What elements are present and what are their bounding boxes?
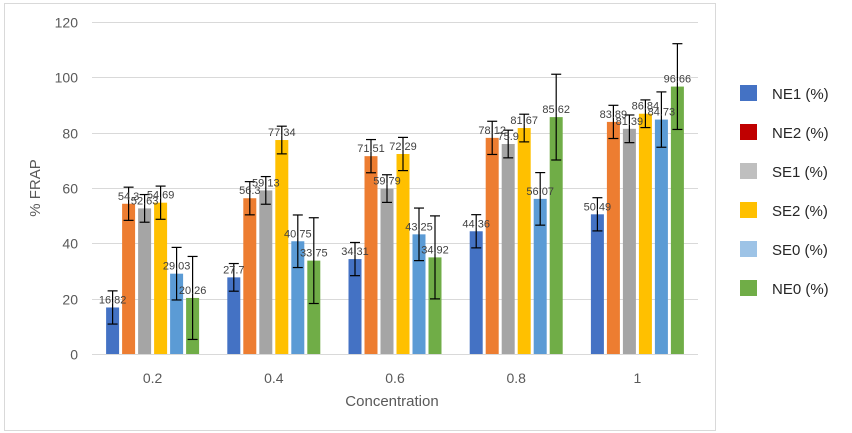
bar: [517, 128, 531, 354]
data-label: 50.49: [584, 201, 612, 213]
data-label: 96.66: [664, 74, 692, 86]
legend-item: NE0 (%): [740, 280, 829, 298]
y-tick-label: 0: [70, 347, 78, 363]
x-tick-label: 0.6: [385, 370, 405, 386]
data-label: 72.29: [389, 141, 417, 153]
bar: [622, 128, 636, 354]
bar: [291, 241, 305, 354]
data-label: 54.69: [147, 190, 175, 202]
bar: [485, 137, 499, 354]
data-label: 16.82: [99, 294, 127, 306]
data-label: 44.36: [462, 218, 490, 230]
data-label: 27.7: [223, 264, 244, 276]
y-axis-title: % FRAP: [27, 159, 44, 217]
y-tick-label: 120: [55, 15, 79, 31]
bar: [106, 307, 120, 354]
bar: [275, 140, 289, 354]
x-axis-ticks: 0.2 0.4 0.6 0.8 1: [143, 370, 642, 386]
y-axis-ticks: 0 20 40 60 80 100 120: [55, 15, 79, 363]
data-label: 43.25: [405, 221, 433, 233]
data-label: 34.31: [341, 246, 369, 258]
bar: [364, 156, 378, 354]
y-tick-label: 80: [62, 126, 78, 142]
bar: [396, 153, 410, 354]
bar: [380, 188, 394, 354]
bar: [227, 277, 241, 354]
bar: [606, 121, 620, 355]
x-tick-label: 0.4: [264, 370, 284, 386]
bar: [469, 231, 483, 354]
legend-item: SE0 (%): [740, 241, 828, 259]
data-label: 56.3: [239, 185, 260, 197]
data-label: 83.89: [600, 109, 628, 121]
data-label: 54.3: [118, 191, 139, 203]
legend-item: NE2 (%): [740, 124, 829, 142]
bar: [549, 117, 563, 354]
legend-label: NE2 (%): [772, 125, 829, 142]
bar: [154, 202, 168, 354]
y-tick-label: 60: [62, 181, 78, 197]
x-tick-label: 0.2: [143, 370, 163, 386]
bar: [638, 113, 652, 354]
bar: [654, 119, 668, 355]
data-label: 71.51: [357, 143, 385, 155]
y-tick-label: 20: [62, 292, 78, 308]
legend-label: SE1 (%): [772, 164, 828, 181]
data-label: 59.13: [252, 177, 280, 189]
data-label: 81.67: [510, 115, 538, 127]
data-label: 56.07: [526, 186, 554, 198]
legend-swatch: [740, 85, 757, 101]
legend-swatch: [740, 280, 757, 296]
bar: [243, 198, 257, 354]
legend-swatch: [740, 202, 757, 218]
data-label: 52.63: [131, 195, 159, 207]
data-label: 20.26: [179, 285, 207, 297]
data-label: 75.9: [497, 131, 518, 143]
legend-item: SE2 (%): [740, 202, 828, 220]
x-tick-label: 1: [634, 370, 642, 386]
bar: [259, 190, 273, 354]
data-label: 84.73: [648, 107, 676, 119]
x-tick-label: 0.8: [506, 370, 526, 386]
bar: [533, 198, 547, 354]
bar: [122, 203, 136, 354]
data-label: 77.34: [268, 127, 296, 139]
legend-label: NE0 (%): [772, 281, 829, 298]
data-label: 29.03: [163, 261, 191, 273]
error-bars: [107, 43, 683, 341]
x-axis-title: Concentration: [345, 393, 438, 410]
bar: [590, 214, 604, 354]
legend-swatch: [740, 124, 757, 140]
data-label: 85.62: [542, 104, 570, 116]
y-tick-label: 100: [55, 70, 79, 86]
legend-label: SE2 (%): [772, 203, 828, 220]
legend-label: SE0 (%): [772, 242, 828, 259]
data-label: 59.79: [373, 176, 401, 188]
legend-swatch: [740, 163, 757, 179]
bar: [348, 259, 362, 354]
legend-item: NE1 (%): [740, 85, 829, 103]
bar: [307, 260, 321, 354]
bar: [138, 208, 152, 354]
data-labels: 16.8254.352.6354.6929.0320.2627.756.359.…: [99, 74, 691, 307]
bar: [170, 273, 184, 354]
bars: [106, 86, 684, 355]
legend-label: NE1 (%): [772, 86, 829, 103]
data-label: 86.84: [632, 101, 660, 113]
legend-item: SE1 (%): [740, 163, 828, 181]
data-label: 81.39: [616, 116, 644, 128]
data-label: 33.75: [300, 248, 328, 260]
legend-swatch: [740, 241, 757, 257]
bar: [428, 257, 442, 354]
data-label: 40.75: [284, 228, 312, 240]
bar: [412, 234, 426, 354]
data-label: 78.12: [478, 125, 506, 137]
bar: [501, 144, 515, 354]
y-tick-label: 40: [62, 236, 78, 252]
bar: [670, 86, 684, 354]
data-label: 34.92: [421, 244, 449, 256]
legend: NE1 (%) NE2 (%) SE1 (%) SE2 (%) SE0 (%) NE0 (…: [740, 85, 829, 298]
